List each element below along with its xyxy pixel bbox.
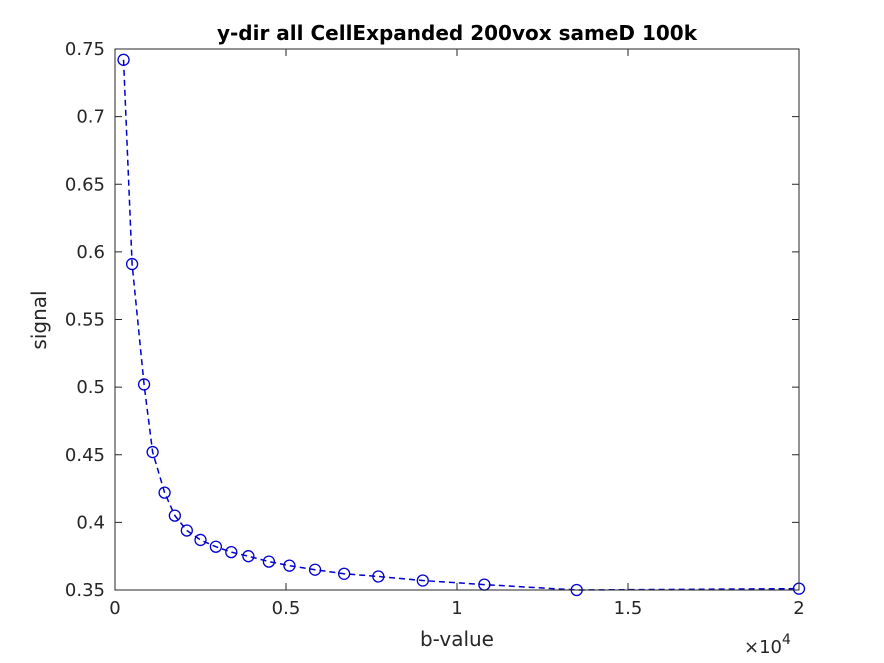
data-point	[117, 53, 130, 66]
data-point	[158, 486, 171, 499]
data-point	[146, 445, 159, 459]
y-tick-label: 0.35	[65, 580, 105, 601]
x-tick-label: 0	[109, 598, 120, 619]
y-tick-label: 0.5	[76, 377, 105, 398]
x-exponent-base: ×10	[744, 637, 782, 658]
data-point	[283, 559, 296, 572]
y-tick-label: 0.45	[65, 445, 105, 466]
y-tick-label: 0.7	[76, 107, 105, 128]
data-point	[137, 378, 151, 391]
chart-title: y-dir all CellExpanded 200vox sameD 100k	[217, 21, 698, 45]
data-point	[337, 567, 351, 580]
data-point	[168, 509, 182, 522]
x-exponent-power: 4	[782, 632, 791, 648]
x-axis-label: b-value	[420, 627, 494, 651]
data-point	[372, 570, 385, 583]
y-tick-label: 0.4	[76, 512, 105, 533]
data-point	[308, 563, 322, 576]
data-point	[125, 257, 139, 271]
x-exponent-label: ×104	[744, 632, 791, 658]
data-point	[180, 524, 193, 537]
data-point	[262, 555, 276, 568]
y-tick-label: 0.6	[76, 242, 105, 263]
data-point	[209, 540, 223, 553]
data-point	[225, 545, 238, 559]
y-tick-label: 0.65	[65, 174, 105, 195]
data-point	[242, 550, 255, 563]
y-axis-label: signal	[27, 290, 51, 349]
data-point	[194, 533, 207, 547]
ticks-layer: 0 0.5 1 1.5 2 0.35 0.4 0.45 0.5 0.55 0.6 0.65 0.7 0.7…	[65, 39, 805, 619]
x-tick-label: 0.5	[272, 598, 301, 619]
y-tick-label: 0.75	[65, 39, 105, 60]
series-line	[122, 59, 800, 591]
x-tick-label: 1.5	[614, 598, 643, 619]
x-tick-label: 2	[793, 598, 804, 619]
data-point	[416, 574, 429, 587]
x-tick-label: 1	[451, 598, 462, 619]
plot-area	[115, 49, 799, 590]
y-tick-label: 0.55	[65, 310, 105, 331]
